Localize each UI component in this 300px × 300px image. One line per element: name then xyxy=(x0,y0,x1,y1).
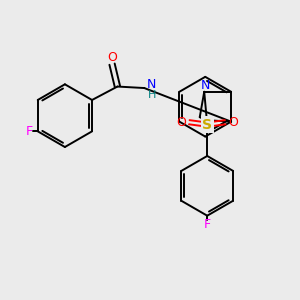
Text: F: F xyxy=(204,218,211,231)
Text: O: O xyxy=(229,116,238,129)
Text: O: O xyxy=(176,116,186,129)
Text: N: N xyxy=(147,78,157,91)
Text: S: S xyxy=(202,118,212,132)
Text: N: N xyxy=(201,79,210,92)
Text: F: F xyxy=(26,125,33,138)
Text: O: O xyxy=(107,51,117,64)
Text: H: H xyxy=(148,90,156,100)
